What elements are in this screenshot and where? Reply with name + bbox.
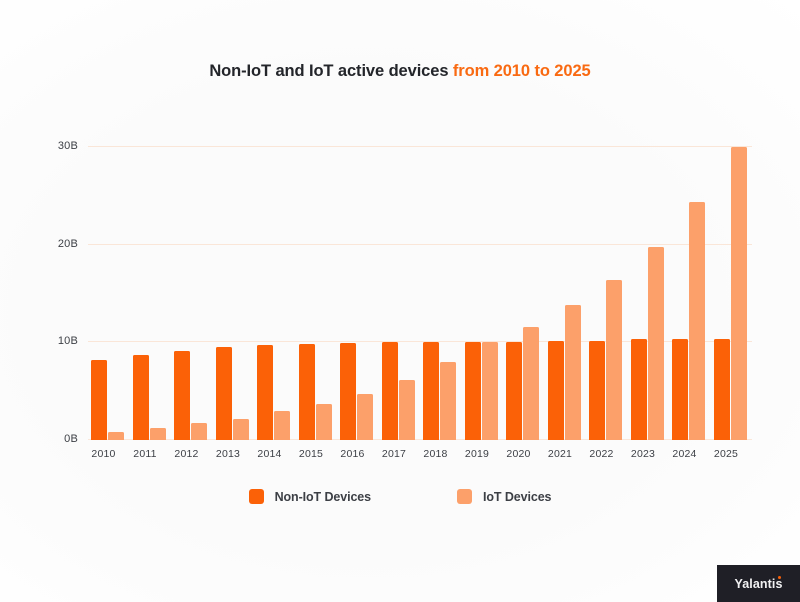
bar-group[interactable]	[464, 147, 500, 440]
x-axis-tick-label: 2016	[340, 448, 365, 460]
bar-non-iot[interactable]	[381, 342, 398, 440]
bar-iot[interactable]	[108, 432, 124, 440]
title-accent: from 2010 to 2025	[452, 62, 591, 80]
bar-group[interactable]	[381, 147, 417, 440]
bar-non-iot[interactable]	[506, 342, 522, 440]
gridline	[88, 146, 752, 147]
bar-non-iot[interactable]	[423, 342, 439, 440]
bar-group[interactable]	[672, 147, 707, 440]
legend-item-label: Non-IoT Devices	[274, 489, 372, 504]
bar-series-container	[88, 147, 752, 440]
gridline	[88, 341, 752, 343]
bar-iot[interactable]	[274, 410, 290, 440]
y-axis-tick-label: 20B	[57, 237, 78, 250]
brand-accent-dot	[778, 575, 782, 579]
x-axis-tick-label: 2018	[423, 448, 448, 460]
legend-swatch-icon	[457, 489, 473, 504]
brand-name: Yalantis	[734, 575, 783, 591]
bar-iot[interactable]	[606, 279, 622, 440]
bar-non-iot[interactable]	[174, 351, 190, 440]
plot-area	[88, 146, 752, 440]
bar-iot[interactable]	[440, 361, 456, 440]
x-axis-tick-label: 2010	[91, 448, 116, 460]
bar-group[interactable]	[340, 147, 375, 440]
bar-iot[interactable]	[730, 147, 747, 440]
brand-badge: Yalantis	[717, 565, 800, 602]
x-axis-tick-label: 2025	[713, 448, 739, 460]
y-axis-tick-label: 10B	[57, 335, 78, 348]
bar-iot[interactable]	[564, 305, 581, 440]
legend-item[interactable]: Non-IoT Devices	[248, 489, 372, 504]
bar-iot[interactable]	[315, 403, 332, 440]
bar-iot[interactable]	[191, 423, 207, 440]
bar-group[interactable]	[132, 147, 168, 440]
x-axis-tick-label: 2019	[464, 448, 490, 460]
bar-iot[interactable]	[232, 418, 249, 440]
bar-iot[interactable]	[149, 428, 166, 440]
bar-group[interactable]	[91, 147, 126, 440]
bar-group[interactable]	[423, 147, 458, 440]
bar-group[interactable]	[174, 147, 209, 440]
x-axis-tick-label: 2023	[630, 448, 656, 460]
bar-group[interactable]	[713, 147, 749, 440]
bar-non-iot[interactable]	[257, 345, 273, 440]
x-axis-tick-label: 2014	[257, 448, 282, 460]
y-axis-tick-label: 30B	[57, 140, 78, 152]
title-main: Non-IoT and IoT active devices	[209, 62, 453, 80]
x-axis-tick-label: 2015	[298, 448, 324, 460]
chart-legend: Non-IoT Devices IoT Devices	[0, 489, 800, 504]
gridline	[88, 243, 752, 245]
bar-group[interactable]	[257, 147, 292, 440]
x-axis-tick-label: 2013	[215, 448, 241, 460]
bar-non-iot[interactable]	[298, 344, 315, 440]
bar-non-iot[interactable]	[464, 342, 481, 440]
bar-non-iot[interactable]	[672, 339, 688, 440]
legend-item-label: IoT Devices	[483, 489, 552, 504]
bar-non-iot[interactable]	[589, 341, 605, 440]
x-axis: 2010 2011 2012 2013 2014 2015 2016 2017 2018 2019…	[88, 448, 752, 466]
page-title: Non-IoT and IoT active devices from 2010…	[0, 62, 800, 81]
x-axis-tick-label: 2021	[547, 448, 573, 460]
y-axis-tick-label: 0B	[64, 433, 78, 445]
bar-non-iot[interactable]	[630, 339, 647, 440]
bar-non-iot[interactable]	[547, 341, 564, 440]
bar-group[interactable]	[298, 147, 334, 440]
bar-non-iot[interactable]	[713, 339, 730, 440]
bar-group[interactable]	[589, 147, 624, 440]
bar-group[interactable]	[506, 147, 541, 440]
x-axis-tick-label: 2011	[133, 448, 157, 460]
bar-iot[interactable]	[357, 394, 373, 440]
bar-iot[interactable]	[398, 380, 415, 440]
x-axis-tick-label: 2024	[672, 448, 697, 460]
bar-non-iot[interactable]	[91, 359, 107, 440]
brand-label: Yalantis	[734, 576, 783, 591]
x-axis-tick-label: 2022	[589, 448, 614, 460]
bar-iot[interactable]	[481, 342, 498, 440]
legend-item[interactable]: IoT Devices	[457, 489, 552, 504]
bar-group[interactable]	[547, 147, 583, 440]
x-axis-tick-label: 2017	[381, 448, 407, 460]
bar-non-iot[interactable]	[340, 343, 356, 440]
x-axis-tick-label: 2020	[506, 448, 531, 460]
bar-iot[interactable]	[523, 326, 539, 440]
x-axis-tick-label: 2012	[174, 448, 199, 460]
bar-iot[interactable]	[647, 246, 664, 440]
bar-group[interactable]	[630, 147, 666, 440]
bar-group[interactable]	[215, 147, 251, 440]
legend-swatch-icon	[248, 489, 264, 504]
gridline	[88, 439, 752, 440]
bar-non-iot[interactable]	[215, 347, 232, 440]
bar-non-iot[interactable]	[132, 355, 149, 440]
bar-iot[interactable]	[689, 201, 705, 440]
